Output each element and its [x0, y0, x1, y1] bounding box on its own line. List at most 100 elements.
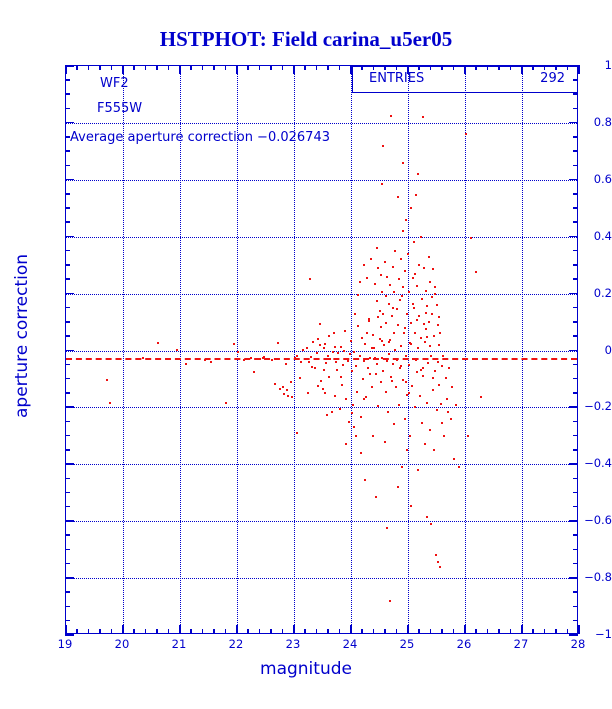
data-point [298, 377, 301, 380]
data-point [405, 449, 408, 452]
data-point [391, 315, 394, 318]
y-tick-minor [65, 335, 70, 337]
x-tick-minor-top [418, 65, 420, 70]
data-point [383, 440, 386, 443]
x-tick-minor-top [327, 65, 329, 70]
vertical-gridline [180, 66, 181, 633]
x-tick-minor-top [304, 65, 306, 70]
y-tick-minor-right [573, 605, 578, 608]
data-point [157, 342, 160, 345]
data-point [383, 344, 386, 347]
data-point [410, 385, 413, 388]
x-tick-minor [475, 629, 477, 634]
x-tick-minor [201, 629, 204, 634]
vertical-gridline [237, 66, 238, 633]
x-tick-major [65, 625, 67, 634]
data-point [432, 268, 435, 271]
data-point [422, 323, 425, 326]
data-point [379, 326, 382, 329]
data-point [376, 247, 379, 250]
x-tick-major-top [578, 65, 580, 74]
x-tick-major [179, 625, 181, 634]
data-point [380, 274, 383, 277]
x-tick-major [407, 625, 409, 634]
data-point [369, 372, 372, 375]
data-point [359, 416, 362, 419]
data-point [305, 347, 308, 350]
data-point [428, 429, 431, 432]
vertical-gridline [351, 66, 352, 633]
x-tick-minor [327, 629, 329, 634]
data-point [263, 355, 266, 358]
x-tick-major-top [65, 65, 67, 74]
data-point [421, 367, 424, 370]
data-point [442, 354, 445, 357]
y-tick-major-right [569, 349, 578, 351]
data-point [369, 258, 372, 261]
x-tick-minor [144, 629, 147, 634]
x-tick-minor [99, 629, 101, 634]
data-point [360, 336, 363, 339]
data-point [388, 340, 391, 343]
x-tick-minor [555, 629, 557, 634]
data-point [397, 324, 400, 327]
data-point [363, 360, 366, 363]
data-point [299, 361, 302, 364]
horizontal-gridline [66, 521, 577, 523]
data-point [390, 114, 393, 117]
data-point [479, 396, 482, 399]
x-tick-minor-top [384, 65, 386, 70]
data-point [400, 365, 403, 368]
data-point [416, 285, 419, 288]
y-tick-minor-right [573, 164, 578, 167]
data-point [397, 403, 400, 406]
data-point [411, 276, 414, 279]
y-tick-label: 0.8 [593, 114, 612, 129]
data-point [233, 342, 236, 345]
x-tick-major [350, 625, 352, 634]
x-tick-minor [566, 629, 569, 634]
x-tick-minor [281, 629, 284, 634]
y-tick-minor [65, 249, 70, 252]
data-point [439, 332, 442, 335]
data-point [381, 313, 384, 316]
data-point [413, 406, 416, 409]
data-point [237, 351, 240, 354]
data-point [376, 266, 379, 269]
data-point [418, 395, 421, 398]
y-tick-major [65, 520, 74, 522]
y-tick-major-right [569, 577, 578, 579]
y-tick-major-right [569, 178, 578, 181]
data-point [452, 457, 455, 460]
x-tick-minor [167, 629, 170, 634]
data-point [389, 375, 392, 378]
data-point [281, 385, 284, 388]
data-point [409, 207, 412, 210]
data-point [435, 303, 438, 306]
x-tick-major-top [122, 65, 124, 74]
data-point [402, 161, 405, 164]
y-tick-major [65, 463, 74, 465]
y-tick-minor-right [573, 619, 578, 622]
data-point [357, 325, 360, 328]
data-point [363, 478, 366, 481]
data-point [395, 308, 398, 311]
y-tick-minor-right [573, 363, 578, 366]
data-point [446, 410, 449, 413]
x-tick-label: 20 [114, 637, 130, 651]
y-tick-major-right [569, 292, 578, 295]
data-point [310, 355, 313, 358]
data-point [334, 345, 337, 348]
data-point [328, 334, 331, 337]
y-tick-minor [65, 221, 70, 223]
data-point [345, 397, 348, 400]
data-point [296, 355, 299, 358]
data-point [301, 348, 304, 351]
x-tick-label: 22 [228, 637, 244, 651]
data-point [350, 339, 352, 342]
data-point [434, 554, 437, 557]
x-tick-major-top [464, 65, 466, 74]
x-tick-minor-top [167, 65, 170, 70]
data-point [339, 375, 342, 378]
data-point [387, 302, 390, 305]
